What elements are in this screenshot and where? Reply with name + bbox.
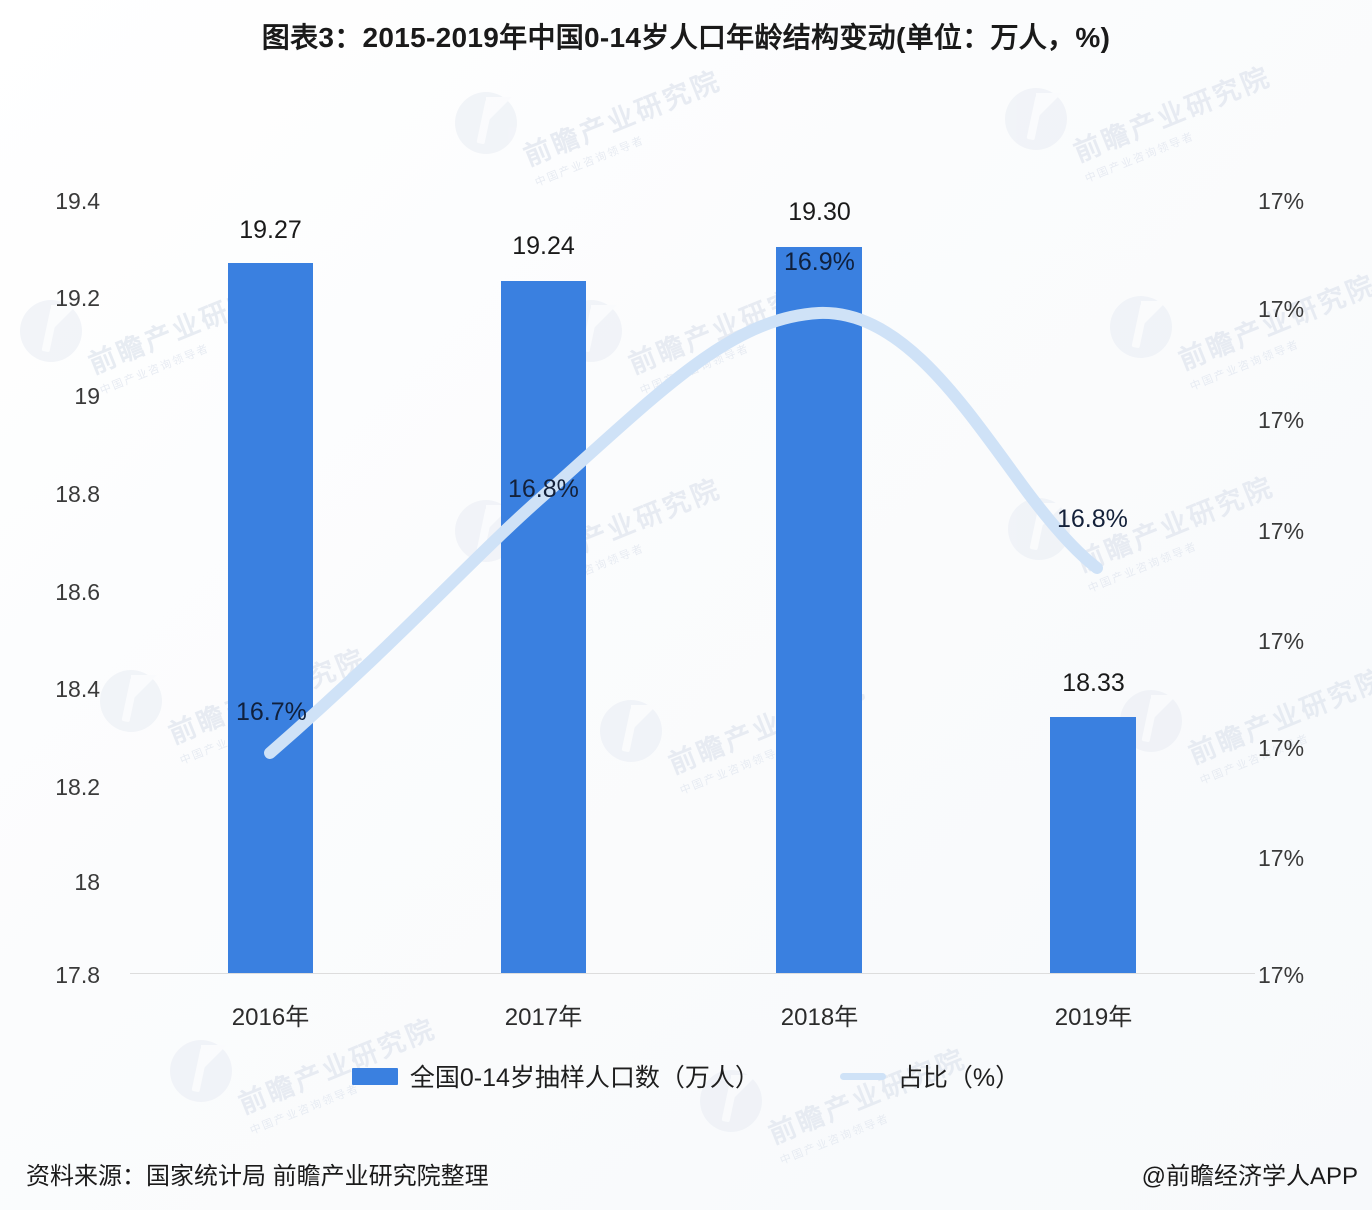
watermark-text: 前瞻产业研究院中国产业咨询领导者 (764, 1043, 971, 1168)
x-axis-label-2017: 2017年 (504, 1004, 583, 1031)
y-axis-left-tick: 18.2 (55, 774, 100, 800)
legend-line-swatch-icon (839, 1072, 886, 1080)
percentage-line-series (264, 306, 1103, 759)
x-axis-baseline (130, 973, 1255, 974)
y-axis-right-tick: 17% (1258, 962, 1305, 988)
legend-bar-swatch-icon (351, 1067, 398, 1085)
plot-area: 19.4 19.2 19 18.8 18.6 18.4 18.2 18 17.8… (55, 188, 1305, 1031)
y-axis-right-tick: 17% (1258, 735, 1305, 761)
y-axis-left-tick: 17.8 (55, 962, 100, 988)
legend-label-population: 全国0-14岁抽样人口数（万人） (409, 1064, 760, 1092)
legend-label-share: 占比（%） (897, 1064, 1021, 1092)
y-axis-left-tick: 19 (74, 383, 100, 409)
chart-title: 图表3：2015-2019年中国0-14岁人口年龄结构变动(单位：万人，%) (261, 22, 1111, 53)
y-axis-left-tick: 19.4 (55, 188, 100, 214)
y-axis-right-tick: 17% (1258, 845, 1305, 871)
y-axis-left-tick: 18.6 (55, 579, 100, 605)
x-axis-label-2018: 2018年 (780, 1004, 859, 1031)
y-axis-left-tick: 18.4 (55, 676, 100, 702)
bar-value-2018: 19.30 (788, 198, 851, 226)
bar-value-2017: 19.24 (512, 232, 575, 260)
bar-2017 (501, 281, 586, 973)
y-axis-left-tick: 18.8 (55, 481, 100, 507)
bar-2018 (776, 247, 862, 973)
pct-label-2019: 16.8% (1057, 505, 1128, 533)
x-axis-label-2016: 2016年 (231, 1004, 310, 1031)
pct-label-2018: 16.9% (784, 248, 855, 276)
bar-value-2016: 19.27 (239, 216, 302, 244)
x-axis-label-2019: 2019年 (1054, 1004, 1133, 1031)
legend-item-share[interactable]: 占比（%） (839, 1058, 1021, 1094)
bar-value-2019: 18.33 (1062, 669, 1125, 697)
y-axis-right-tick: 17% (1258, 296, 1305, 322)
y-axis-right-tick: 17% (1258, 407, 1305, 433)
y-axis-left-tick: 18 (74, 869, 100, 895)
bar-2016 (228, 263, 313, 973)
y-axis-right-tick: 17% (1258, 188, 1305, 214)
legend-item-population[interactable]: 全国0-14岁抽样人口数（万人） (351, 1058, 760, 1094)
footer-brand-text: @前瞻经济学人APP (1141, 1163, 1358, 1190)
footer-source-text: 资料来源：国家统计局 前瞻产业研究院整理 (26, 1163, 489, 1190)
y-axis-right-tick: 17% (1258, 628, 1305, 654)
y-axis-right-tick: 17% (1258, 518, 1305, 544)
pct-label-2017: 16.8% (508, 475, 579, 503)
chart-footer: 资料来源：国家统计局 前瞻产业研究院整理 @前瞻经济学人APP (0, 1156, 1372, 1196)
pct-label-2016: 16.7% (236, 698, 307, 726)
bar-2019 (1050, 717, 1136, 973)
chart-legend: 全国0-14岁抽样人口数（万人） 占比（%） (0, 1058, 1372, 1094)
